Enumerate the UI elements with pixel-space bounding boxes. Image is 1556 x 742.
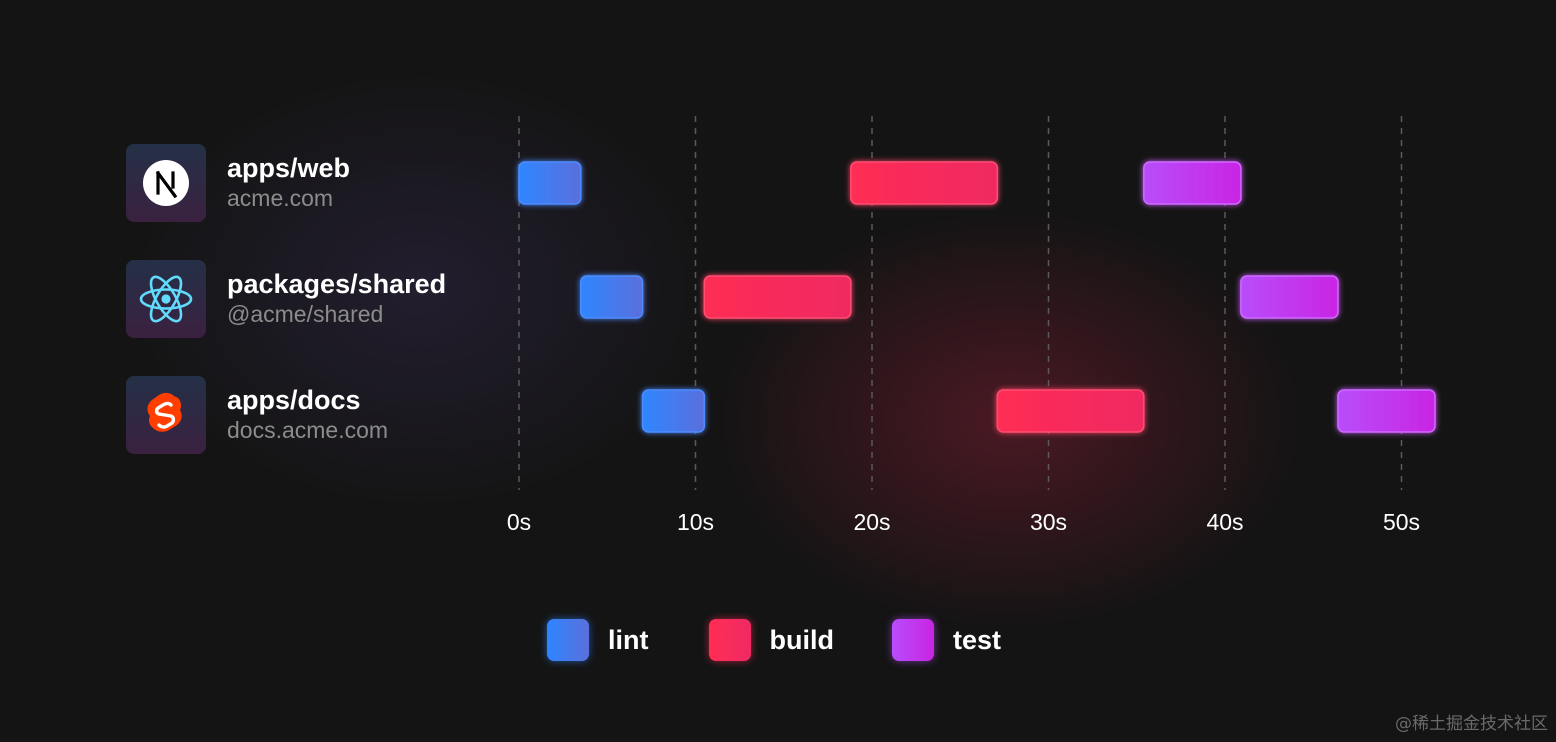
- bar-build-packages-shared: [703, 275, 852, 319]
- x-axis-ticks: 0s 10s 20s 30s 40s 50s: [507, 509, 1420, 535]
- legend-item-lint: lint: [547, 619, 649, 661]
- project-row-apps-docs: apps/docs docs.acme.com: [126, 376, 388, 454]
- project-subtitle: docs.acme.com: [227, 417, 389, 443]
- bar-test-apps-web: [1143, 161, 1242, 205]
- bar-build-apps-web: [850, 161, 999, 205]
- watermark: @稀土掘金技术社区: [1395, 714, 1548, 734]
- project-name: packages/shared: [227, 269, 447, 299]
- legend: lint build test: [547, 619, 1001, 661]
- legend-swatch-test: [891, 619, 934, 661]
- x-tick-label: 20s: [853, 509, 890, 535]
- bar-build-apps-docs: [996, 389, 1145, 433]
- x-tick-label: 40s: [1206, 509, 1243, 535]
- x-tick-label: 30s: [1030, 509, 1067, 535]
- bar-test-apps-docs: [1337, 389, 1436, 433]
- bar-test-packages-shared: [1240, 275, 1339, 319]
- legend-swatch-build: [708, 619, 751, 661]
- legend-item-test: test: [891, 619, 1001, 661]
- legend-swatch-lint: [547, 619, 589, 661]
- project-logo-box: [126, 144, 206, 222]
- project-subtitle: @acme/shared: [227, 301, 384, 327]
- bar-lint-apps-docs: [641, 389, 706, 433]
- legend-label: build: [769, 624, 834, 655]
- x-tick-label: 50s: [1383, 509, 1420, 535]
- legend-item-build: build: [708, 619, 834, 661]
- project-logo-box: [126, 376, 206, 454]
- project-row-apps-web: apps/web acme.com: [126, 144, 350, 222]
- project-name: apps/docs: [227, 385, 361, 415]
- project-row-packages-shared: packages/shared @acme/shared: [126, 260, 446, 338]
- react-logo-icon: [139, 275, 193, 323]
- bar-lint-packages-shared: [580, 275, 644, 319]
- x-tick-label: 10s: [677, 509, 714, 535]
- x-tick-label: 0s: [507, 509, 531, 535]
- legend-label: lint: [608, 624, 649, 655]
- task-bars: [518, 161, 1436, 433]
- legend-label: test: [952, 624, 1001, 655]
- project-subtitle: acme.com: [227, 185, 334, 211]
- bar-lint-apps-web: [518, 161, 582, 205]
- project-name: apps/web: [227, 153, 351, 183]
- nextjs-logo-icon: [143, 160, 189, 206]
- project-logo-box: [126, 260, 206, 338]
- svelte-logo-icon: [147, 392, 182, 432]
